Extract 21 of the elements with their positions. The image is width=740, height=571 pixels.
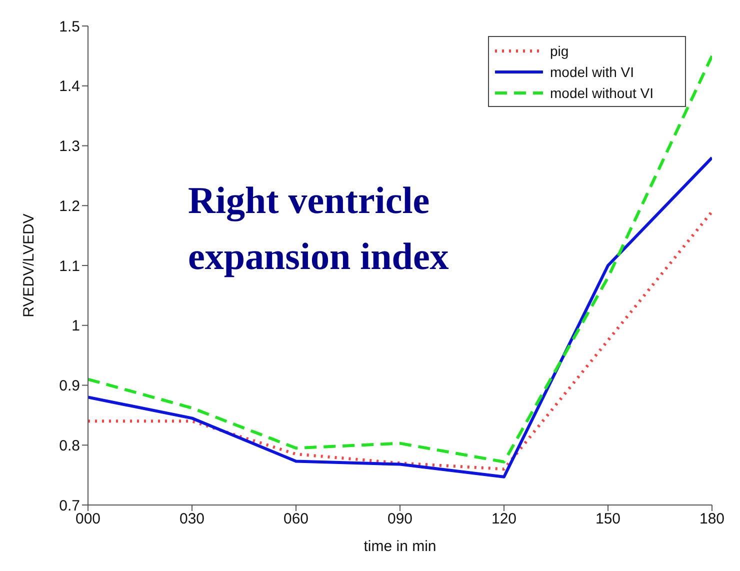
legend-label: model without VI [550, 84, 654, 100]
line-series [88, 156, 712, 478]
y-tick-label: 1.4 [59, 78, 80, 96]
annotation: Right ventricle expansion index [188, 179, 450, 280]
y-tick-label: 1 [72, 318, 80, 335]
y-tick-label: 0.8 [59, 437, 80, 454]
y-tick-label: 0.9 [59, 378, 80, 395]
x-tick-label: 150 [595, 510, 621, 528]
y-tick-label: 1.1 [59, 258, 80, 275]
x-tick-label: 180 [699, 510, 725, 528]
legend-label: pig [550, 42, 569, 58]
x-tick-label: 060 [283, 510, 309, 528]
x-tick-label: 030 [179, 510, 205, 528]
y-tick-label: 1.5 [59, 18, 80, 36]
y-axis-title: RVEDV/LVEDV [20, 214, 38, 318]
y-tick-label: 1.2 [59, 198, 80, 215]
x-tick-label: 120 [491, 510, 517, 528]
legend-label: model with VI [550, 64, 634, 80]
y-tick-label: 1.3 [59, 138, 80, 156]
x-axis-title: time in min [364, 538, 436, 555]
x-tick-label: 090 [387, 510, 413, 528]
